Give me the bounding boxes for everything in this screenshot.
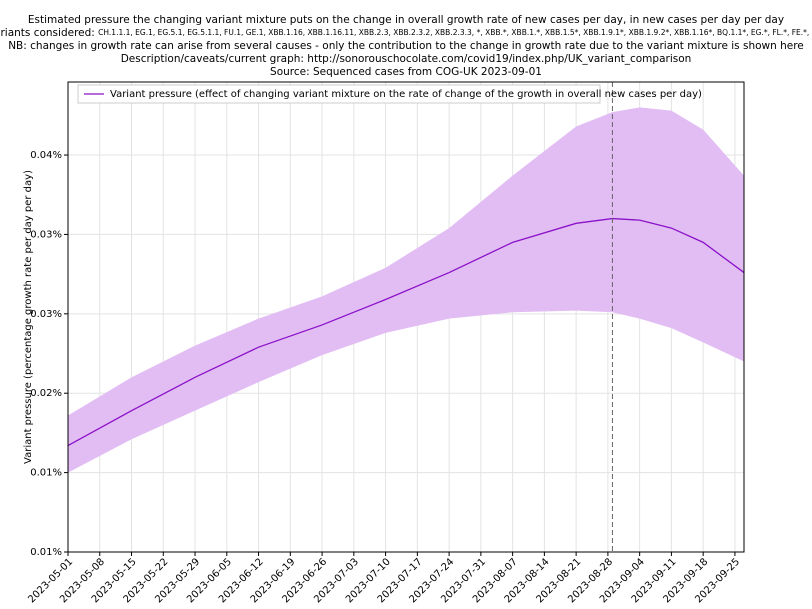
- legend-box: [77, 84, 601, 104]
- chart-title: Estimated pressure the changing variant …: [28, 14, 784, 26]
- y-axis-label: Variant pressure (percentage growth rate…: [23, 170, 34, 464]
- y-tick-label: 0.03%: [30, 229, 62, 240]
- plot-frame: [67, 81, 745, 553]
- y-tick-label: 0.01%: [30, 547, 62, 558]
- y-tick-label: 0.02%: [30, 388, 62, 399]
- confidence-band: [68, 107, 744, 473]
- note: NB: changes in growth rate can arise fro…: [8, 40, 804, 52]
- variants-label: Variants considered:: [0, 27, 95, 39]
- description: Description/caveats/current graph: http:…: [121, 53, 692, 65]
- line: [67, 217, 745, 447]
- variants-line: Variants considered: CH.1.1.1, EG.1, EG.…: [0, 27, 812, 39]
- y-tick-label: 0.01%: [30, 468, 62, 479]
- variants: CH.1.1.1, EG.1, EG.5.1, EG.5.1.1, FU.1, …: [98, 28, 812, 37]
- legend-label: Variant pressure (effect of changing var…: [110, 89, 702, 100]
- source: Source: Sequenced cases from COG-UK 2023…: [270, 66, 542, 78]
- y-tick-label: 0.03%: [30, 309, 62, 320]
- y-tick-label: 0.04%: [30, 150, 62, 161]
